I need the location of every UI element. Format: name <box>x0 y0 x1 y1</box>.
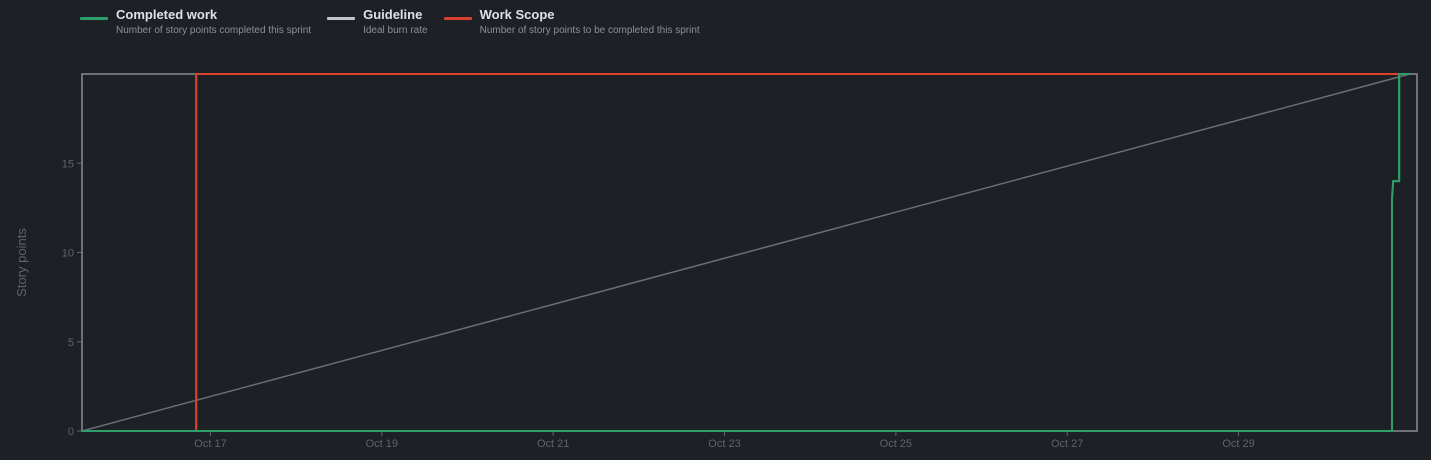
x-tick-label-0: Oct 17 <box>194 438 226 450</box>
legend-item-completed-work[interactable]: Completed work Number of story points co… <box>80 6 311 38</box>
series-line-guideline <box>81 73 1411 432</box>
legend-desc-guideline: Ideal burn rate <box>363 25 428 36</box>
legend-swatch-work-scope <box>443 17 472 20</box>
legend-item-work-scope[interactable]: Work Scope Number of story points to be … <box>443 6 700 38</box>
x-tick-label-6: Oct 29 <box>1222 438 1254 450</box>
legend-title-completed-work: Completed work <box>116 7 218 22</box>
x-tick-label-4: Oct 25 <box>880 438 912 450</box>
y-axis-label: Story points <box>14 228 29 297</box>
legend-title-work-scope: Work Scope <box>479 7 555 22</box>
series-line-completed-work-overlay <box>82 73 1410 432</box>
y-tick-label-5: 5 <box>68 337 74 349</box>
chart-legend: Completed work Number of story points co… <box>80 6 716 38</box>
y-tick-label-10: 10 <box>62 248 74 260</box>
x-tick-label-3: Oct 23 <box>708 438 740 450</box>
y-tick-label-15: 15 <box>62 158 74 170</box>
legend-swatch-completed-work <box>80 17 108 20</box>
x-tick-label-5: Oct 27 <box>1051 438 1083 450</box>
legend-desc-completed-work: Number of story points completed this sp… <box>116 25 312 36</box>
x-tick-label-2: Oct 21 <box>537 438 569 450</box>
legend-desc-work-scope: Number of story points to be completed t… <box>479 25 700 36</box>
legend-title-guideline: Guideline <box>363 7 423 22</box>
legend-item-guideline[interactable]: Guideline Ideal burn rate <box>327 6 428 38</box>
legend-swatch-guideline <box>327 17 356 20</box>
x-tick-label-1: Oct 19 <box>366 438 398 450</box>
y-tick-label-0: 0 <box>68 426 74 438</box>
